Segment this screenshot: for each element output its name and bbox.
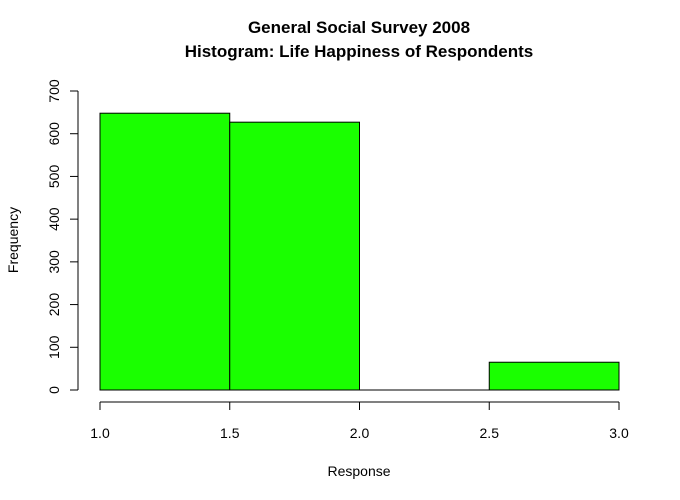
x-tick-label-3: 2.0	[350, 425, 370, 441]
chart-subtitle: Histogram: Life Happiness of Respondents	[185, 42, 534, 61]
x-axis-label: Response	[327, 463, 390, 479]
y-tick-label-1: 0	[46, 386, 62, 394]
x-tick-label-5: 3.0	[609, 425, 629, 441]
y-tick-label-3: 200	[46, 293, 62, 317]
y-tick-label-5: 400	[46, 207, 62, 231]
x-tick-label-2: 1.5	[220, 425, 240, 441]
y-tick-label-8: 700	[46, 79, 62, 103]
histogram-bar-2	[229, 121, 360, 391]
histogram-bar-4	[488, 361, 620, 391]
x-tick-label-4: 2.5	[480, 425, 500, 441]
y-axis-ticks: 0 100 200 300 400 500 600 700	[46, 79, 78, 394]
y-tick-label-4: 300	[46, 250, 62, 274]
y-axis-label: Frequency	[5, 207, 21, 273]
bars-group	[99, 112, 620, 391]
histogram-bar-1	[99, 112, 231, 391]
y-tick-label-2: 100	[46, 335, 62, 359]
chart-title: General Social Survey 2008	[248, 18, 470, 37]
y-tick-label-7: 600	[46, 122, 62, 146]
x-tick-label-1: 1.0	[90, 425, 110, 441]
x-axis-ticks: 1.0 1.5 2.0 2.5 3.0	[90, 402, 629, 441]
y-tick-label-6: 500	[46, 165, 62, 189]
